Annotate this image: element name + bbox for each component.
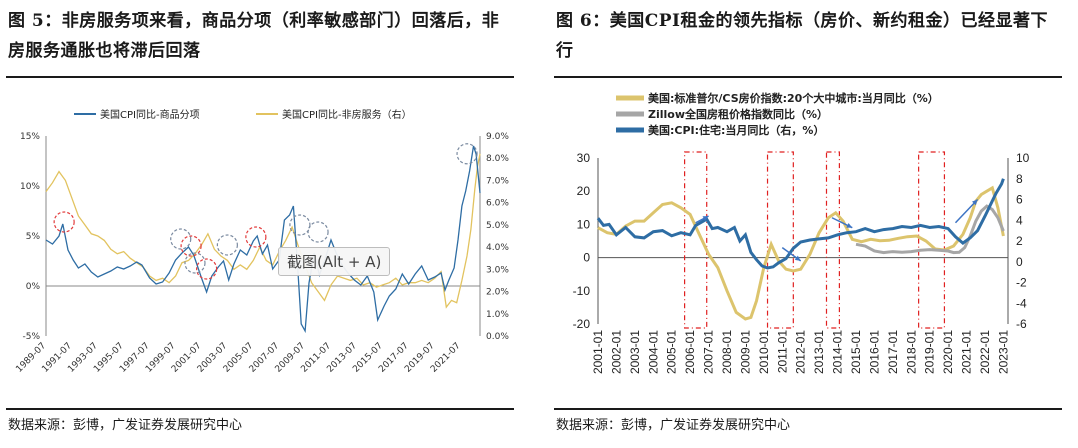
x-tick-label: 2003-01 [628,330,642,374]
y-left-tick-label: 0 [583,251,590,265]
x-tick-label: 2001-01 [591,330,605,374]
blue-dashed-circle-annotation [456,143,478,165]
figure-6-top-rule [554,76,1062,78]
y-right-tick-label: 1.0% [486,310,509,320]
y-right-tick-label: 4.0% [486,243,509,253]
x-tick-label: 2011-01 [775,330,789,373]
y-left-tick-label: 0% [26,282,41,292]
figure-5-panel: 图 5：非房服务项来看，商品分项（利率敏感部门）回落后，非房服务通胀也将滞后回落… [0,0,530,448]
lead-arrowhead [794,255,801,261]
x-tick-label: 2020-01 [941,330,955,374]
figure-6-bottom-rule [554,408,1062,410]
y-right-tick-label: 10 [1016,151,1030,165]
red-dashed-box-annotation [825,151,840,329]
y-right-tick-label: 8.0% [486,154,509,164]
x-tick-label: 2016-01 [867,330,881,374]
x-tick-label: 2022-01 [978,330,992,374]
screenshot-tooltip: 截图(Alt + A) [278,247,391,276]
red-dashed-box-annotation [766,151,794,329]
y-right-tick-label: 2.0% [486,288,509,298]
figure-6-title: 图 6：美国CPI租金的领先指标（房价、新约租金）已经显著下行 [556,11,1049,61]
y-right-tick-label: 7.0% [486,176,509,186]
x-tick-label: 2021-01 [960,330,974,374]
x-tick-label: 2015-01 [849,330,863,374]
y-left-tick-label: 20 [577,184,591,198]
x-tick-label: 2018-01 [904,330,918,374]
y-left-tick-label: 10 [577,217,591,231]
y-left-tick-label: 10% [20,182,40,192]
y-right-tick-label: 0 [1016,255,1023,269]
lead-arrowhead [846,222,853,228]
y-left-tick-label: 5% [26,232,41,242]
figure-5-title: 图 5：非房服务项来看，商品分项（利率敏感部门）回落后，非房服务通胀也将滞后回落 [8,11,500,61]
y-right-tick-label: 2 [1016,234,1023,248]
y-right-tick-label: 0.0% [486,332,509,342]
red-dashed-circle-annotation [196,258,218,280]
lead-arrowhead [971,199,978,206]
y-right-tick-label: -4 [1016,296,1027,310]
y-right-tick-label: 5.0% [486,221,509,231]
x-tick-label: 2012-01 [794,330,808,374]
legend-label-case-shiller: 美国:标准普尔/CS房价指数:20个大中城市:当月同比（%） [648,91,939,105]
series-line-nonhousing-services [45,153,481,309]
blue-dashed-circle-annotation [170,228,192,250]
red-dashed-circle-annotation [180,235,202,257]
series-line-goods [45,145,481,334]
x-tick-label: 2008-01 [720,330,734,374]
x-tick-label: 2023-01 [996,330,1010,374]
x-tick-label: 2007-01 [702,330,716,374]
x-tick-label: 2002-01 [609,330,623,374]
legend-label-zillow: Zillow全国房租价格指数同比（%） [648,107,828,121]
blue-dashed-circle-annotation [216,234,238,256]
y-right-tick-label: -2 [1016,276,1027,290]
series-line-cpi-shelter [596,178,1005,270]
y-left-tick-label: -20 [573,317,591,331]
x-tick-label: 2009-01 [738,330,752,374]
x-tick-label: 2010-01 [757,330,771,374]
red-dashed-box-annotation [918,151,946,329]
y-left-tick-label: 15% [20,132,40,142]
blue-dashed-circle-annotation [289,214,311,236]
red-dashed-circle-annotation [53,211,75,233]
y-right-tick-label: 9.0% [486,132,509,142]
x-tick-label: 2006-01 [683,330,697,374]
figure-6-source: 数据来源：彭博，广发证券发展研究中心 [556,418,791,433]
figure-5-source: 数据来源：彭博，广发证券发展研究中心 [8,418,243,433]
y-left-tick-label: -10 [573,284,591,298]
x-tick-label: 2013-01 [812,330,826,374]
y-right-tick-label: 4 [1016,213,1023,227]
legend-label-cpi-shelter: 美国:CPI:住宅:当月同比（右，%） [648,123,824,137]
figure-5-top-rule [6,76,514,78]
y-right-tick-label: -6 [1016,317,1027,331]
x-tick-label: 2019-01 [923,330,937,374]
figure-5-bottom-rule [6,408,514,410]
x-tick-label: 2005-01 [665,330,679,374]
legend-label-goods: 美国CPI同比-商品分项 [100,108,200,121]
red-dashed-box-annotation [684,151,708,329]
y-left-tick-label: -5% [22,332,40,342]
y-right-tick-label: 3.0% [486,265,509,275]
blue-dashed-circle-annotation [184,252,206,274]
red-dashed-circle-annotation [245,226,267,248]
blue-dashed-circle-annotation [307,221,329,243]
series-line-zillow [855,204,1005,255]
x-tick-label: 2017-01 [886,330,900,374]
lead-arrowhead [702,216,709,221]
figure-5-chart: 15% 10% 5% 0% -5% 9.0% 8.0% 7.0% 6.0% 5.0% 4.0% 3.0… [14,108,509,375]
x-tick-label: 2014-01 [831,330,845,374]
series-line-case-shiller [597,185,1005,321]
y-right-tick-label: 6 [1016,193,1023,207]
x-tick-label: 2004-01 [646,330,660,374]
figure-6-panel: 图 6：美国CPI租金的领先指标（房价、新约租金）已经显著下行 30 20 10 0-… [548,0,1078,448]
y-left-tick-label: 30 [577,151,591,165]
y-right-tick-label: 8 [1016,172,1023,186]
y-right-tick-label: 6.0% [486,199,509,209]
legend-label-services: 美国CPI同比-非房服务（右） [282,108,412,121]
